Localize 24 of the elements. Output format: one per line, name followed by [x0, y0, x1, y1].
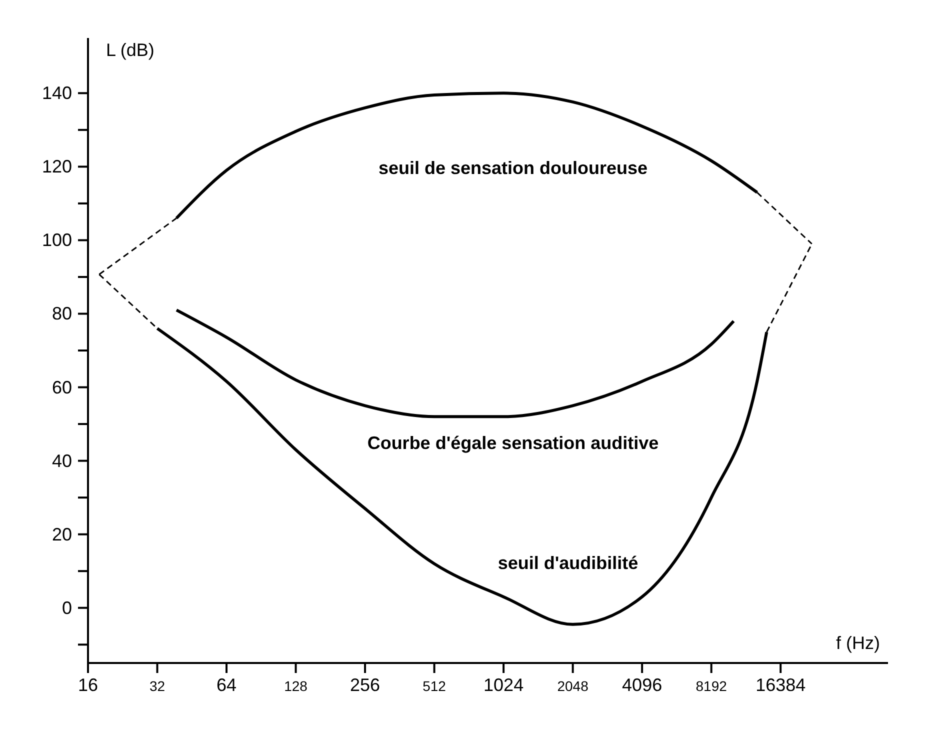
annotation: seuil d'audibilité — [498, 553, 638, 574]
x-tick-label: 64 — [216, 675, 237, 695]
x-tick-label: 16384 — [756, 675, 806, 695]
y-tick-label: 80 — [52, 304, 72, 324]
x-tick-label: 1024 — [484, 675, 524, 695]
y-tick-label: 140 — [42, 83, 72, 104]
x-tick-label: 32 — [149, 678, 166, 694]
x-tick-label: 256 — [350, 675, 380, 695]
x-tick-label: 2048 — [557, 678, 589, 694]
y-tick-label: 100 — [42, 230, 72, 250]
x-tick-label: 16 — [78, 675, 98, 695]
y-tick-label: 120 — [42, 156, 72, 177]
y-tick-label: 0 — [62, 598, 72, 618]
annotation: seuil de sensation douloureuse — [378, 158, 648, 179]
x-tick-label: 4096 — [622, 675, 662, 695]
x-tick-label: 512 — [422, 678, 446, 694]
y-tick-label: 40 — [52, 450, 72, 471]
x-tick-label: 128 — [284, 678, 308, 694]
x-axis-title: f (Hz) — [836, 633, 880, 653]
y-axis-title: L (dB) — [106, 40, 154, 60]
annotation: Courbe d'égale sensation auditive — [367, 433, 659, 454]
y-tick-label: 20 — [52, 524, 72, 544]
x-tick-label: 8192 — [696, 678, 728, 694]
y-tick-label: 60 — [52, 377, 72, 398]
